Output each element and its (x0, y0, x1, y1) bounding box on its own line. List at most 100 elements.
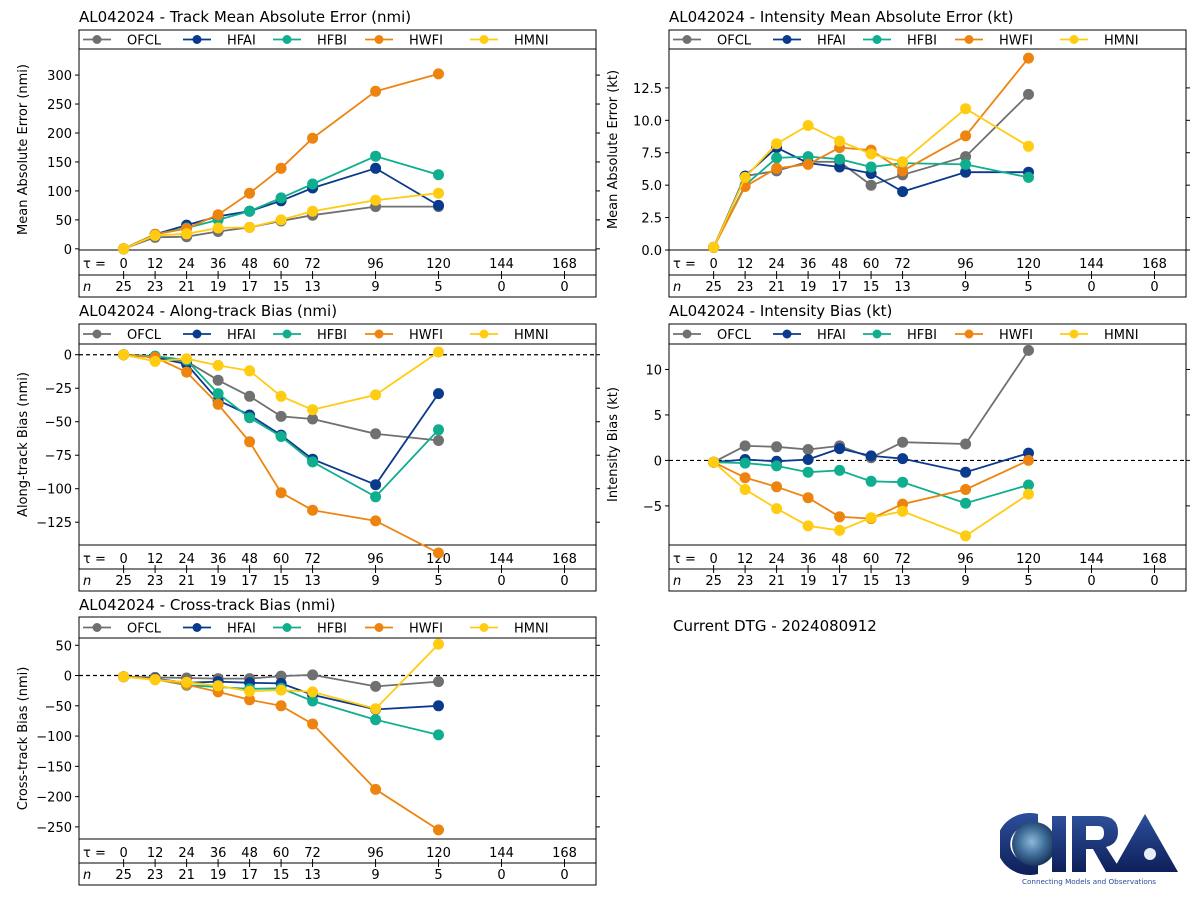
legend-marker (92, 329, 102, 339)
data-point-hfbi (307, 695, 319, 707)
chart-title: AL042024 - Track Mean Absolute Error (nm… (79, 8, 411, 26)
n-count-label: 0 (1150, 280, 1158, 295)
data-point-hwfi (370, 515, 382, 527)
data-point-hfai (865, 450, 877, 462)
data-point-hmni (370, 703, 382, 715)
data-point-hfbi (739, 457, 751, 469)
tau-tick-label: 36 (210, 552, 227, 567)
y-tick-label: 0 (64, 349, 72, 364)
data-point-hwfi (433, 68, 444, 80)
legend-item-ofcl: OFCL (673, 328, 752, 343)
data-point-hwfi (739, 472, 751, 484)
n-count-label: 25 (115, 280, 132, 295)
data-point-hfbi (771, 152, 783, 164)
legend-item-hfbi: HFBI (273, 34, 347, 49)
tau-tick-label: 72 (894, 552, 911, 567)
data-point-hmni (149, 355, 161, 367)
legend-item-hwfi: HWFI (955, 328, 1033, 343)
data-point-hwfi (1023, 454, 1034, 466)
data-point-hmni (960, 530, 972, 542)
n-count-label: 25 (705, 280, 722, 295)
data-point-hwfi (960, 484, 972, 495)
n-label: n (673, 574, 681, 589)
data-point-hfbi (802, 466, 814, 478)
y-tick-label: 5.0 (641, 179, 662, 194)
tau-label: τ = (673, 257, 696, 272)
data-point-hmni (275, 684, 287, 696)
y-tick-label: 0 (654, 454, 662, 469)
tau-tick-label: 24 (768, 552, 785, 567)
legend-label: OFCL (127, 328, 162, 343)
y-tick-label: −250 (36, 821, 72, 836)
data-point-hwfi (897, 165, 909, 177)
data-point-hfai (834, 443, 846, 455)
n-count-label: 21 (178, 280, 195, 295)
legend-label: HFAI (227, 328, 256, 343)
n-count-label: 17 (241, 868, 258, 883)
legend-item-hmni: HMNI (470, 328, 549, 343)
y-tick-label: −150 (36, 760, 72, 775)
data-point-ofcl (212, 374, 224, 386)
n-label: n (83, 868, 91, 883)
n-count-label: 15 (863, 574, 880, 589)
n-count-label: 23 (147, 868, 164, 883)
chart-panel-track-mae: AL042024 - Track Mean Absolute Error (nm… (16, 8, 600, 298)
data-point-hwfi (244, 187, 256, 199)
legend-label: HWFI (409, 328, 443, 343)
legend-marker (872, 35, 882, 44)
legend-label: HFBI (317, 622, 347, 637)
tau-tick-label: 60 (273, 552, 290, 567)
data-point-hmni (865, 148, 877, 160)
n-count-label: 17 (831, 280, 848, 295)
tau-tick-label: 48 (241, 257, 258, 272)
tau-tick-label: 120 (426, 846, 451, 861)
y-axis-label: Along-track Bias (nmi) (16, 372, 31, 517)
tau-tick-label: 60 (273, 846, 290, 861)
n-count-label: 13 (894, 280, 911, 295)
y-tick-label: −200 (36, 791, 72, 806)
legend-label: HFAI (227, 622, 256, 637)
data-point-hmni (275, 214, 287, 226)
n-count-label: 0 (497, 574, 505, 589)
tau-tick-label: 0 (119, 257, 127, 272)
data-point-hmni (307, 404, 319, 416)
tau-tick-label: 24 (178, 846, 195, 861)
tau-tick-label: 24 (178, 552, 195, 567)
n-count-label: 13 (304, 574, 321, 589)
n-count-label: 25 (115, 868, 132, 883)
chart-panel-along-track-bias: AL042024 - Along-track Bias (nmi) Along-t… (16, 302, 600, 592)
legend-label: HFAI (817, 328, 846, 343)
n-count-label: 21 (178, 574, 195, 589)
y-tick-label: −100 (36, 483, 72, 498)
n-count-label: 5 (434, 574, 442, 589)
legend-item-hfai: HFAI (183, 34, 256, 49)
data-point-hmni (834, 135, 846, 147)
chart-panel-intensity-mae: AL042024 - Intensity Mean Absolute Error… (606, 8, 1190, 298)
legend-item-hfai: HFAI (773, 328, 846, 343)
tau-tick-label: 0 (709, 257, 717, 272)
legend-item-hwfi: HWFI (365, 34, 443, 49)
series-line-hwfi (713, 459, 1029, 520)
legend-marker (782, 35, 792, 44)
n-count-label: 5 (434, 868, 442, 883)
n-count-label: 9 (961, 574, 969, 589)
legend-marker (682, 329, 692, 339)
n-count-label: 13 (304, 868, 321, 883)
n-count-label: 19 (800, 574, 817, 589)
n-count-label: 17 (241, 574, 258, 589)
tau-tick-label: 60 (863, 552, 880, 567)
data-point-hmni (181, 228, 193, 240)
data-point-hfai (960, 166, 972, 178)
data-point-ofcl (865, 179, 877, 191)
n-count-label: 21 (768, 280, 785, 295)
data-point-hwfi (307, 718, 319, 730)
data-point-hfbi (275, 431, 287, 442)
legend-item-hmni: HMNI (470, 34, 549, 49)
data-point-hfai (370, 479, 382, 491)
data-point-ofcl (960, 151, 972, 163)
tau-tick-label: 0 (709, 552, 717, 567)
tau-tick-label: 12 (147, 257, 164, 272)
data-point-hwfi (834, 511, 846, 523)
data-point-hfai (433, 388, 444, 400)
n-count-label: 9 (371, 574, 379, 589)
